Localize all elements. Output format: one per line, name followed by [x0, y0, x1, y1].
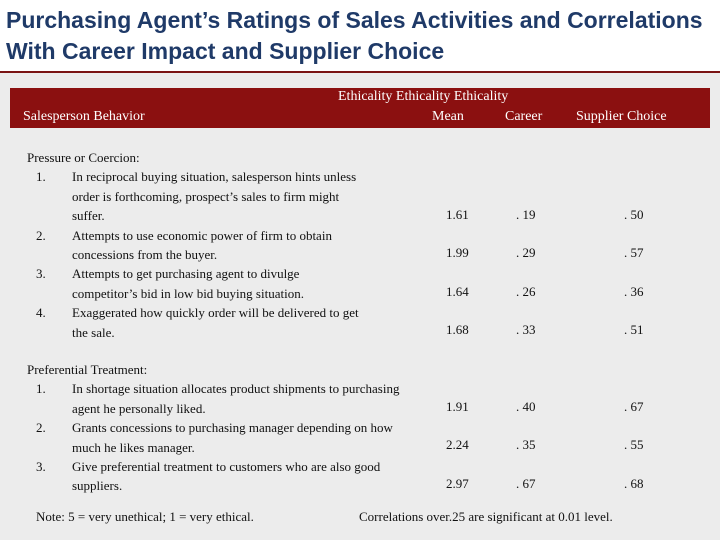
mean-value: 2.97: [446, 476, 469, 491]
behavior-item: 2. Grants concessions to purchasing mana…: [27, 418, 407, 457]
item-text: Give preferential treatment to customers…: [72, 459, 381, 494]
item-text: Attempts to get purchasing agent to divu…: [72, 266, 304, 301]
item-number: 2.: [36, 420, 46, 436]
supplier-value: . 68: [624, 476, 644, 491]
career-value: . 40: [516, 399, 536, 414]
item-number: 4.: [36, 305, 46, 321]
section-pressure-coercion: Pressure or Coercion: 1. In reciprocal b…: [27, 148, 367, 342]
behavior-item: 1. In shortage situation allocates produ…: [27, 379, 407, 418]
item-number: 1.: [36, 169, 46, 185]
section-heading: Preferential Treatment:: [27, 362, 148, 377]
header-career: Career: [505, 109, 543, 124]
footnote-scale: Note: 5 = very unethical; 1 = very ethic…: [36, 509, 254, 524]
header-ethicality-row: Ethicality Ethicality Ethicality: [338, 89, 509, 104]
table-header: Ethicality Ethicality Ethicality Salespe…: [10, 88, 710, 128]
item-text: In shortage situation allocates product …: [72, 381, 400, 416]
item-number: 2.: [36, 227, 46, 243]
item-text: In reciprocal buying situation, salesper…: [72, 169, 357, 224]
content-panel: [0, 73, 720, 540]
header-supplier-choice: Supplier Choice: [576, 109, 667, 124]
supplier-value: . 57: [624, 245, 644, 260]
footnote-significance: Correlations over.25 are significant at …: [359, 509, 613, 524]
title-divider: [0, 71, 720, 73]
item-text: Grants concessions to purchasing manager…: [72, 420, 393, 455]
behavior-item: 3. Attempts to get purchasing agent to d…: [27, 264, 367, 303]
section-heading: Pressure or Coercion:: [27, 150, 140, 165]
mean-value: 1.64: [446, 284, 469, 299]
career-value: . 35: [516, 437, 536, 452]
behavior-item: 3. Give preferential treatment to custom…: [27, 457, 407, 496]
behavior-item: 2. Attempts to use economic power of fir…: [27, 226, 367, 265]
supplier-value: . 50: [624, 207, 644, 222]
item-number: 1.: [36, 381, 46, 397]
supplier-value: . 36: [624, 284, 644, 299]
career-value: . 29: [516, 245, 536, 260]
career-value: . 26: [516, 284, 536, 299]
career-value: . 67: [516, 476, 536, 491]
slide-title: Purchasing Agent’s Ratings of Sales Acti…: [6, 7, 703, 64]
item-text: Attempts to use economic power of firm t…: [72, 227, 332, 263]
supplier-value: . 67: [624, 399, 644, 414]
header-mean: Mean: [432, 109, 464, 124]
supplier-value: . 55: [624, 437, 644, 452]
supplier-value: . 51: [624, 322, 644, 337]
item-text: Exaggerated how quickly order will be de…: [72, 305, 359, 340]
career-value: . 19: [516, 207, 536, 222]
mean-value: 1.91: [446, 399, 469, 414]
behavior-item: 1. In reciprocal buying situation, sales…: [27, 167, 367, 225]
section-preferential-treatment: Preferential Treatment: 1. In shortage s…: [27, 360, 407, 496]
behavior-item: 4. Exaggerated how quickly order will be…: [27, 303, 367, 342]
item-number: 3.: [36, 266, 46, 282]
mean-value: 1.61: [446, 207, 469, 222]
career-value: . 33: [516, 322, 536, 337]
mean-value: 2.24: [446, 437, 469, 452]
mean-value: 1.99: [446, 245, 469, 260]
mean-value: 1.68: [446, 322, 469, 337]
item-number: 3.: [36, 459, 46, 475]
header-salesperson-behavior: Salesperson Behavior: [23, 109, 145, 124]
